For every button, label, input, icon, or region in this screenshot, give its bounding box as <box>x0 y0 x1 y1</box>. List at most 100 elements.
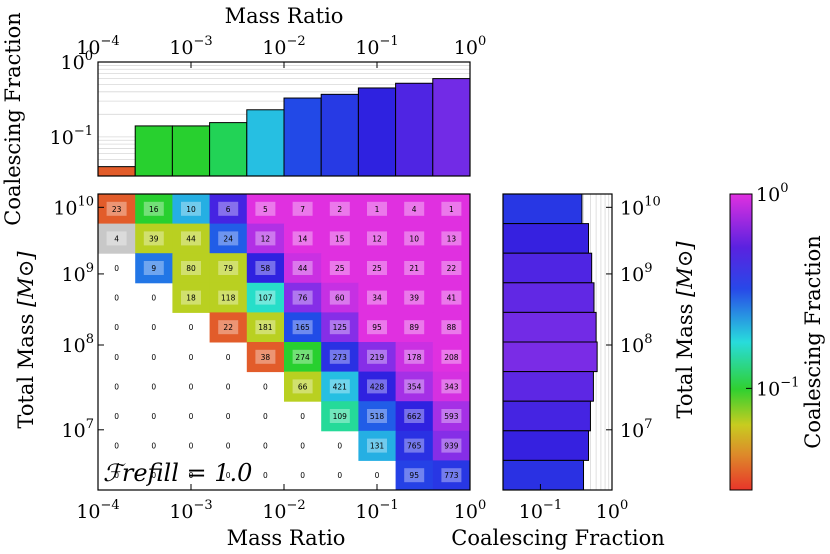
top-histogram-panel: 10−4 10−3 10−2 10−1 100 10−1 100 Mass Ratio Co… <box>1 4 486 226</box>
heatmap-count: 6 <box>226 205 231 214</box>
heatmap-count-box <box>329 290 350 305</box>
side-ytick-label: 107 <box>620 417 652 442</box>
heatmap-count: 15 <box>335 234 345 243</box>
heatmap-count: 125 <box>333 323 348 332</box>
heatmap-count: 4 <box>114 234 119 243</box>
heatmap-count-box <box>181 261 201 275</box>
heatmap-count: 88 <box>447 323 457 332</box>
heatmap-cell <box>358 253 397 284</box>
heatmap-count: 593 <box>444 412 459 421</box>
heatmap-count: 0 <box>114 323 119 332</box>
heatmap-count: 0 <box>263 412 268 421</box>
heatmap-count-box <box>404 320 425 335</box>
heatmap-count-box <box>367 201 387 216</box>
heatmap-count: 0 <box>151 412 156 421</box>
side-histogram-panel: 10−1 100 107 108 109 1010 Coalescing Fraction… <box>451 193 697 550</box>
heatmap-count: 662 <box>407 412 422 421</box>
heatmap-cell <box>98 194 136 225</box>
heatmap-count-box <box>441 438 462 453</box>
heatmap-cell <box>432 371 471 402</box>
heatmap-count: 0 <box>300 412 305 421</box>
heatmap-count: 178 <box>407 353 422 362</box>
side-bar <box>502 311 597 343</box>
heatmap-count-box <box>255 320 276 335</box>
colorbar-tick-label: 100 <box>756 181 788 206</box>
heatmap-cell <box>284 371 322 402</box>
heatmap-cell <box>358 401 397 432</box>
heatmap-cell <box>209 282 248 313</box>
heatmap-count: 0 <box>300 442 305 451</box>
heatmap-cell <box>358 342 397 373</box>
heatmap-count: 0 <box>375 471 380 480</box>
heatmap-count: 41 <box>447 294 457 303</box>
heatmap-count: 95 <box>372 323 382 332</box>
heatmap-count-box <box>218 201 239 216</box>
heatmap-xtick-label: 10−2 <box>262 498 305 523</box>
heatmap-cell <box>246 253 285 284</box>
heatmap-count-box <box>106 231 127 246</box>
heatmap-ytick-label: 109 <box>62 261 94 286</box>
heatmap-count: 0 <box>300 471 305 480</box>
side-bar <box>502 223 590 254</box>
side-bar <box>502 252 593 284</box>
heatmap-count: 12 <box>372 234 382 243</box>
heatmap-count-box <box>218 290 239 305</box>
heatmap-count: 22 <box>223 323 233 332</box>
heatmap-cell <box>172 253 211 284</box>
heatmap-cell <box>135 223 173 254</box>
heatmap-count: 273 <box>333 353 348 362</box>
heatmap-ylabel-text: Total Mass <box>14 314 38 429</box>
heatmap-count-box <box>255 201 276 216</box>
heatmap-cell <box>395 460 434 491</box>
heatmap-count: 107 <box>258 294 273 303</box>
side-bar <box>502 193 583 225</box>
side-ytick-label: 1010 <box>620 194 661 219</box>
heatmap-count-box <box>329 231 350 246</box>
top-bar <box>134 125 173 177</box>
top-bar <box>283 97 322 177</box>
heatmap-cell <box>358 223 397 254</box>
heatmap-count-box <box>441 290 462 305</box>
heatmap-cell <box>321 282 359 313</box>
heatmap-count: 0 <box>151 353 156 362</box>
heatmap-cell <box>395 253 434 284</box>
heatmap-cell <box>432 312 471 343</box>
heatmap-cell <box>284 223 322 254</box>
heatmap-count: 38 <box>261 353 271 362</box>
heatmap-count-box <box>367 290 387 305</box>
heatmap-count-box <box>367 261 387 275</box>
heatmap-count: 79 <box>223 264 233 273</box>
heatmap-count: 0 <box>114 382 119 391</box>
heatmap-count-box <box>329 261 350 275</box>
heatmap-count: 109 <box>333 412 348 421</box>
heatmap-count: 60 <box>335 294 345 303</box>
heatmap-cell <box>395 282 434 313</box>
heatmap-count: 0 <box>263 471 268 480</box>
heatmap-cell <box>432 430 471 461</box>
heatmap-count: 165 <box>295 323 310 332</box>
heatmap-count: 118 <box>221 294 236 303</box>
heatmap-cell <box>246 194 285 225</box>
heatmap-cell <box>358 371 397 402</box>
heatmap-cell <box>246 312 285 343</box>
heatmap-count: 219 <box>370 353 385 362</box>
heatmap-count: 21 <box>409 264 419 273</box>
side-xtick-label: 100 <box>596 498 628 523</box>
heatmap-cell <box>432 460 471 491</box>
heatmap-count: 0 <box>114 264 119 273</box>
heatmap-count-box <box>404 349 425 364</box>
heatmap-xtick-label: 10−3 <box>169 498 212 523</box>
heatmap-count: 10 <box>186 205 196 214</box>
heatmap-count-box <box>404 201 425 216</box>
top-title: Mass Ratio <box>225 4 344 28</box>
heatmap-cell <box>135 253 173 284</box>
heatmap-count: 10 <box>409 234 419 243</box>
side-ylabel-text: Total Mass <box>673 304 697 419</box>
heatmap-count-box <box>292 290 313 305</box>
heatmap-count: 0 <box>189 353 194 362</box>
heatmap-count: 343 <box>444 382 459 391</box>
heatmap-count-box <box>143 201 164 216</box>
heatmap-count: 89 <box>409 323 419 332</box>
heatmap-count: 1 <box>375 205 380 214</box>
heatmap-count: 131 <box>370 442 385 451</box>
